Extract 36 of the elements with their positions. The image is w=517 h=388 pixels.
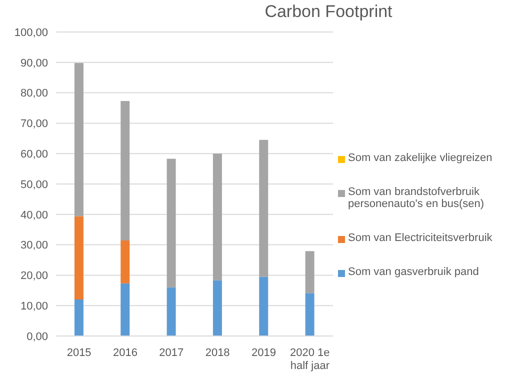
- x-tick-label: 2017: [159, 347, 184, 359]
- bar: [166, 287, 176, 336]
- bar: [212, 154, 222, 280]
- y-tick-label: 40,00: [20, 209, 48, 222]
- y-tick-label: 0,00: [26, 330, 48, 343]
- y-tick-label: 30,00: [20, 240, 48, 252]
- y-tick-label: 80,00: [20, 88, 48, 100]
- y-tick-label: 10,00: [20, 300, 48, 313]
- x-tick-label: 2019: [252, 347, 276, 359]
- bar: [74, 216, 84, 300]
- bar: [212, 280, 222, 336]
- x-tick-label: 2020 1e half jaar: [290, 347, 330, 372]
- bar: [259, 276, 268, 336]
- y-tick-label: 90,00: [20, 57, 48, 70]
- bar: [166, 158, 176, 288]
- y-tick-label: 100,00: [14, 26, 48, 39]
- x-tick-label: 2018: [205, 347, 230, 359]
- chart-title: Carbon Footprint: [264, 2, 394, 22]
- y-tick-label: 60,00: [20, 148, 48, 161]
- legend-label: Som van gasverbruik pand: [348, 266, 479, 278]
- bar: [120, 101, 130, 241]
- x-tick-label: 2016: [113, 347, 138, 359]
- y-tick-label: 70,00: [20, 118, 48, 130]
- x-tick-label: 2015: [66, 347, 92, 359]
- bar: [305, 293, 314, 336]
- bar: [259, 140, 268, 277]
- y-tick-label: 50,00: [20, 178, 48, 191]
- bar: [74, 63, 84, 216]
- bar: [74, 300, 84, 336]
- bar: [305, 251, 314, 294]
- legend-label: Som van brandstofverbruik personenauto's en bus(sen): [348, 186, 486, 210]
- bar: [120, 283, 130, 336]
- legend-label: Som van Electriciteitsverbruik: [348, 232, 492, 244]
- legend-label: Som van zakelijke vliegreizen: [348, 152, 492, 164]
- bar: [120, 240, 130, 284]
- y-tick-label: 20,00: [20, 270, 48, 282]
